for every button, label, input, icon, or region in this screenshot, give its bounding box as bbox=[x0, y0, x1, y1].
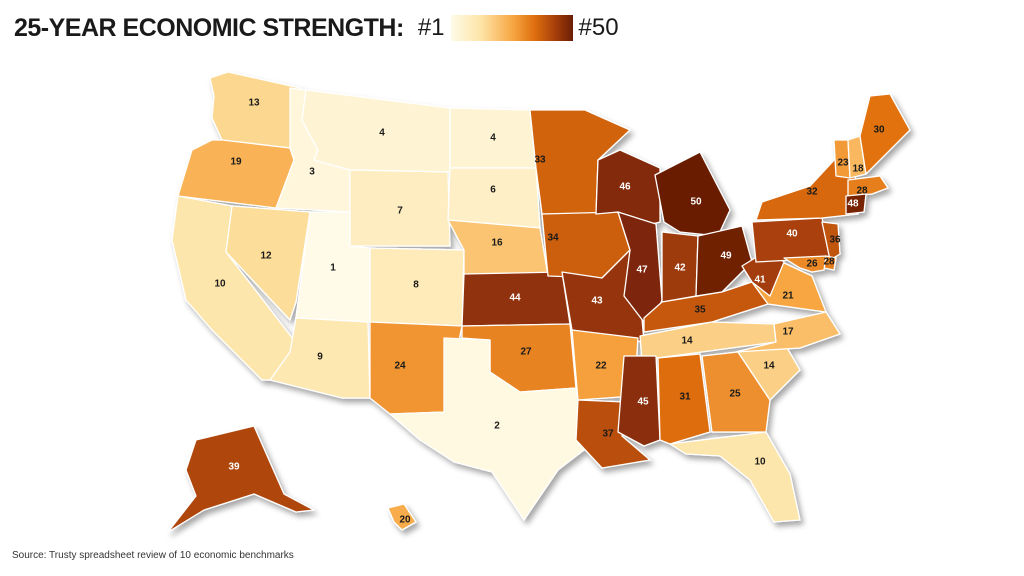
state-rank-label-ny: 32 bbox=[806, 187, 818, 198]
state-rank-label-sc: 14 bbox=[763, 361, 775, 372]
legend-min-label: #1 bbox=[417, 14, 445, 41]
state-rank-label-ca: 10 bbox=[214, 279, 226, 290]
state-ga bbox=[701, 351, 771, 433]
state-rank-label-nd: 4 bbox=[490, 133, 496, 144]
legend-max-label: #50 bbox=[578, 14, 619, 41]
state-sd bbox=[447, 167, 541, 229]
state-rank-label-az: 9 bbox=[317, 352, 323, 363]
state-rank-label-ar: 22 bbox=[595, 361, 607, 372]
state-rank-label-va: 21 bbox=[782, 291, 794, 302]
state-tx bbox=[389, 337, 585, 521]
state-nv bbox=[225, 205, 311, 321]
state-me bbox=[859, 93, 911, 175]
state-rank-label-ga: 25 bbox=[729, 389, 741, 400]
state-rank-label-fl: 10 bbox=[754, 457, 766, 468]
state-hi bbox=[387, 503, 417, 531]
state-rank-label-md: 26 bbox=[806, 259, 818, 270]
state-mi bbox=[654, 151, 731, 237]
state-rank-label-ut: 1 bbox=[330, 263, 336, 274]
state-rank-label-ks: 44 bbox=[509, 293, 521, 304]
state-rank-label-me: 30 bbox=[873, 125, 885, 136]
state-rank-label-wi: 46 bbox=[619, 182, 631, 193]
state-rank-label-mn: 33 bbox=[534, 155, 546, 166]
state-rank-label-vt: 23 bbox=[837, 158, 849, 169]
state-rank-label-or: 19 bbox=[230, 157, 242, 168]
state-rank-label-nj: 36 bbox=[829, 235, 841, 246]
state-rank-label-id: 3 bbox=[309, 167, 315, 178]
state-nj bbox=[821, 221, 841, 261]
legend-color-scale bbox=[450, 15, 573, 41]
state-rank-label-oh: 49 bbox=[720, 251, 732, 262]
state-rank-label-ky: 35 bbox=[694, 305, 706, 316]
state-rank-label-nv: 12 bbox=[260, 251, 272, 262]
state-rank-label-ak: 39 bbox=[228, 462, 240, 473]
map-header: 25-YEAR ECONOMIC STRENGTH: #1 #50 bbox=[14, 12, 619, 44]
state-rank-label-ne: 16 bbox=[491, 238, 503, 249]
state-rank-label-mi: 50 bbox=[690, 197, 702, 208]
state-rank-label-ct: 48 bbox=[847, 199, 859, 210]
state-ct bbox=[845, 193, 867, 215]
state-rank-label-de: 28 bbox=[823, 257, 835, 268]
state-rank-label-wy: 7 bbox=[397, 206, 403, 217]
state-fl bbox=[669, 431, 801, 523]
state-rank-label-sd: 6 bbox=[490, 185, 496, 196]
state-oh bbox=[695, 225, 753, 297]
state-rank-label-al: 31 bbox=[679, 392, 691, 403]
state-ma bbox=[847, 175, 889, 197]
state-rank-label-mo: 43 bbox=[591, 296, 603, 307]
state-rank-label-nm: 24 bbox=[394, 361, 406, 372]
map-title: 25-YEAR ECONOMIC STRENGTH: bbox=[14, 13, 404, 42]
state-rank-label-nh: 18 bbox=[852, 164, 864, 175]
state-rank-label-nc: 17 bbox=[782, 327, 794, 338]
state-or bbox=[177, 139, 295, 209]
state-pa bbox=[751, 217, 831, 263]
state-md bbox=[783, 255, 827, 273]
state-mt bbox=[301, 89, 451, 173]
state-rank-label-ok: 27 bbox=[520, 347, 532, 358]
state-ak bbox=[167, 425, 315, 533]
state-rank-label-wa: 13 bbox=[248, 98, 260, 109]
state-rank-label-tx: 2 bbox=[494, 421, 500, 432]
state-rank-label-ma: 28 bbox=[856, 186, 868, 197]
state-al bbox=[657, 353, 711, 445]
state-rank-label-mt: 4 bbox=[379, 128, 385, 139]
state-rank-label-pa: 40 bbox=[786, 229, 798, 240]
state-rank-label-il: 47 bbox=[636, 265, 648, 276]
state-rank-label-tn: 14 bbox=[681, 336, 693, 347]
state-rank-label-ia: 34 bbox=[547, 233, 559, 244]
source-note: Source: Trusty spreadsheet review of 10 … bbox=[12, 550, 294, 561]
state-rank-label-in: 42 bbox=[674, 263, 686, 274]
state-rank-label-co: 8 bbox=[413, 280, 419, 291]
state-rank-label-ms: 45 bbox=[637, 397, 649, 408]
state-rank-label-hi: 20 bbox=[399, 515, 411, 526]
state-rank-label-la: 37 bbox=[602, 429, 614, 440]
state-ms bbox=[617, 355, 661, 447]
state-az bbox=[269, 317, 371, 399]
state-rank-label-wv: 41 bbox=[754, 275, 766, 286]
state-wa bbox=[209, 71, 301, 149]
